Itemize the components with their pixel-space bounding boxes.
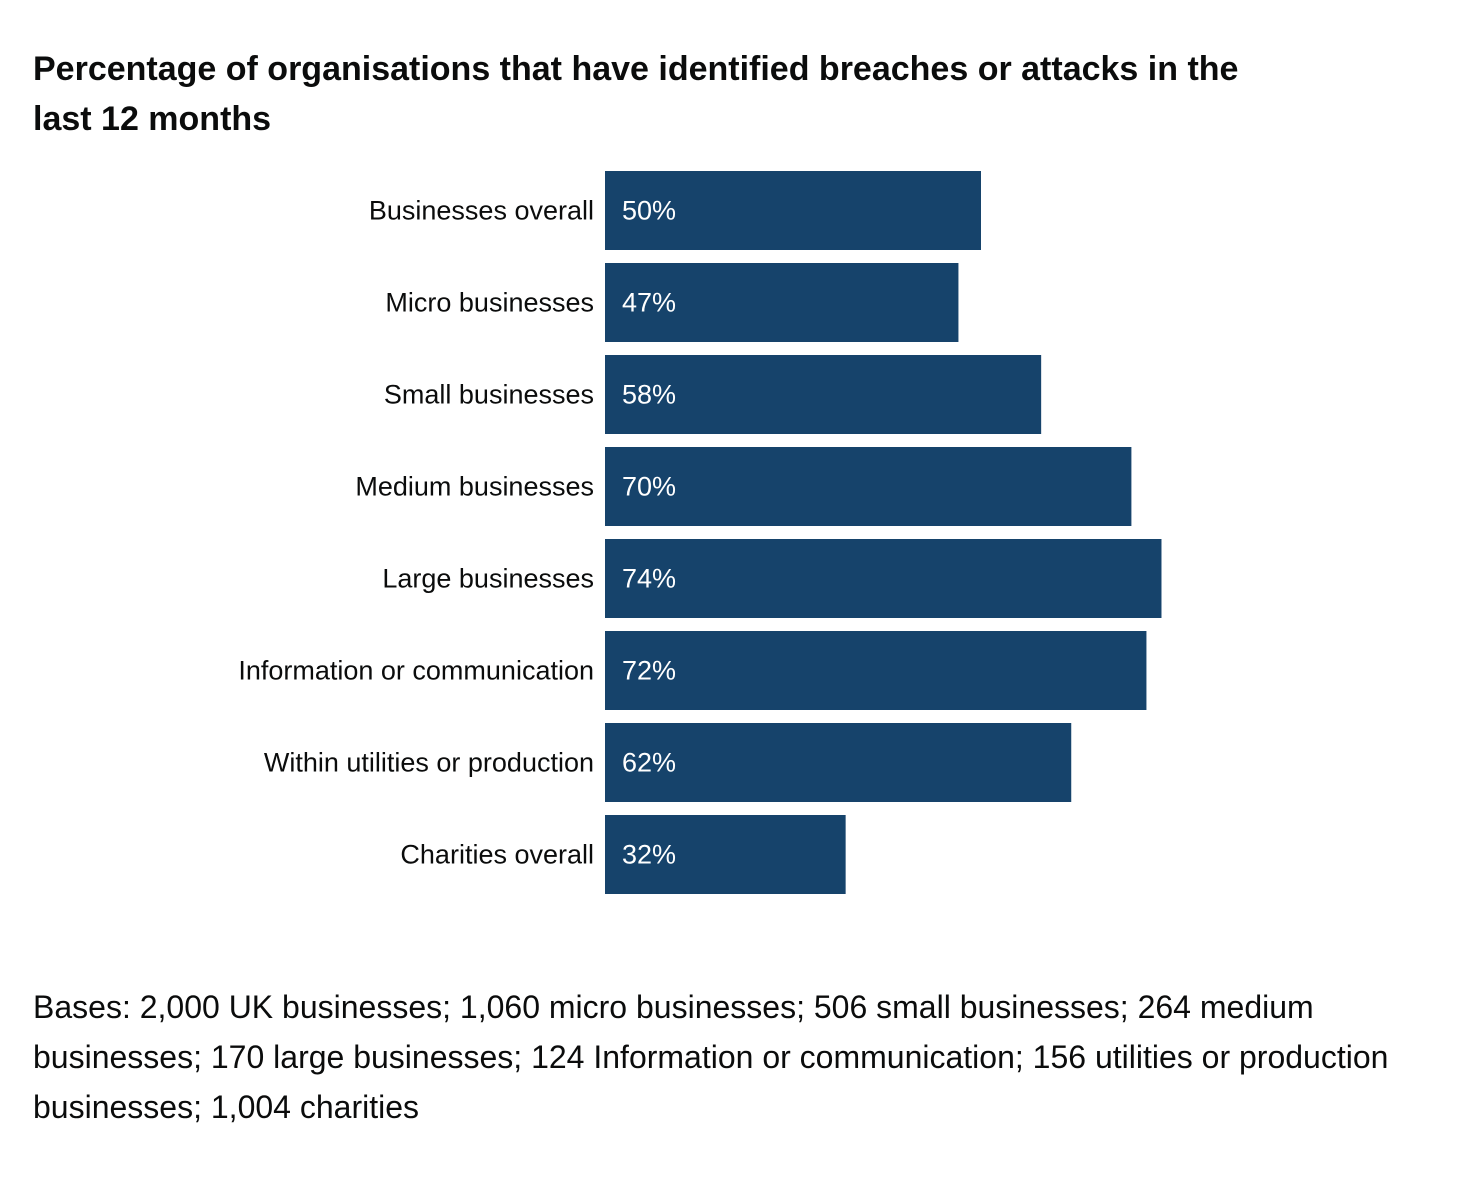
bar-value-label: 70% [622, 472, 676, 502]
bar [605, 631, 1147, 710]
bar-value-label: 74% [622, 564, 676, 594]
bar-value-label: 72% [622, 656, 676, 686]
bar-value-label: 32% [622, 840, 676, 870]
bar [605, 171, 981, 250]
category-label: Charities overall [400, 840, 594, 870]
bar-value-label: 50% [622, 196, 676, 226]
bases-note: Bases: 2,000 UK businesses; 1,060 micro … [33, 989, 1389, 1125]
category-label: Information or communication [238, 656, 594, 686]
bar-chart: Businesses overall 50% Micro businesses 47%… [238, 171, 1162, 894]
bar-value-label: 58% [622, 380, 676, 410]
category-label: Small businesses [384, 380, 594, 410]
chart-title: Percentage of organisations that have id… [33, 50, 1239, 138]
category-label: Micro businesses [385, 288, 594, 318]
bar [605, 355, 1042, 434]
category-label: Within utilities or production [264, 748, 594, 778]
category-label: Businesses overall [369, 196, 594, 226]
category-label: Large businesses [382, 564, 594, 594]
bar [605, 815, 846, 894]
bar [605, 723, 1072, 802]
bar [605, 263, 959, 342]
bar [605, 539, 1162, 618]
bar-value-label: 62% [622, 748, 676, 778]
bar [605, 447, 1132, 526]
category-label: Medium businesses [355, 472, 594, 502]
bar-value-label: 47% [622, 288, 676, 318]
